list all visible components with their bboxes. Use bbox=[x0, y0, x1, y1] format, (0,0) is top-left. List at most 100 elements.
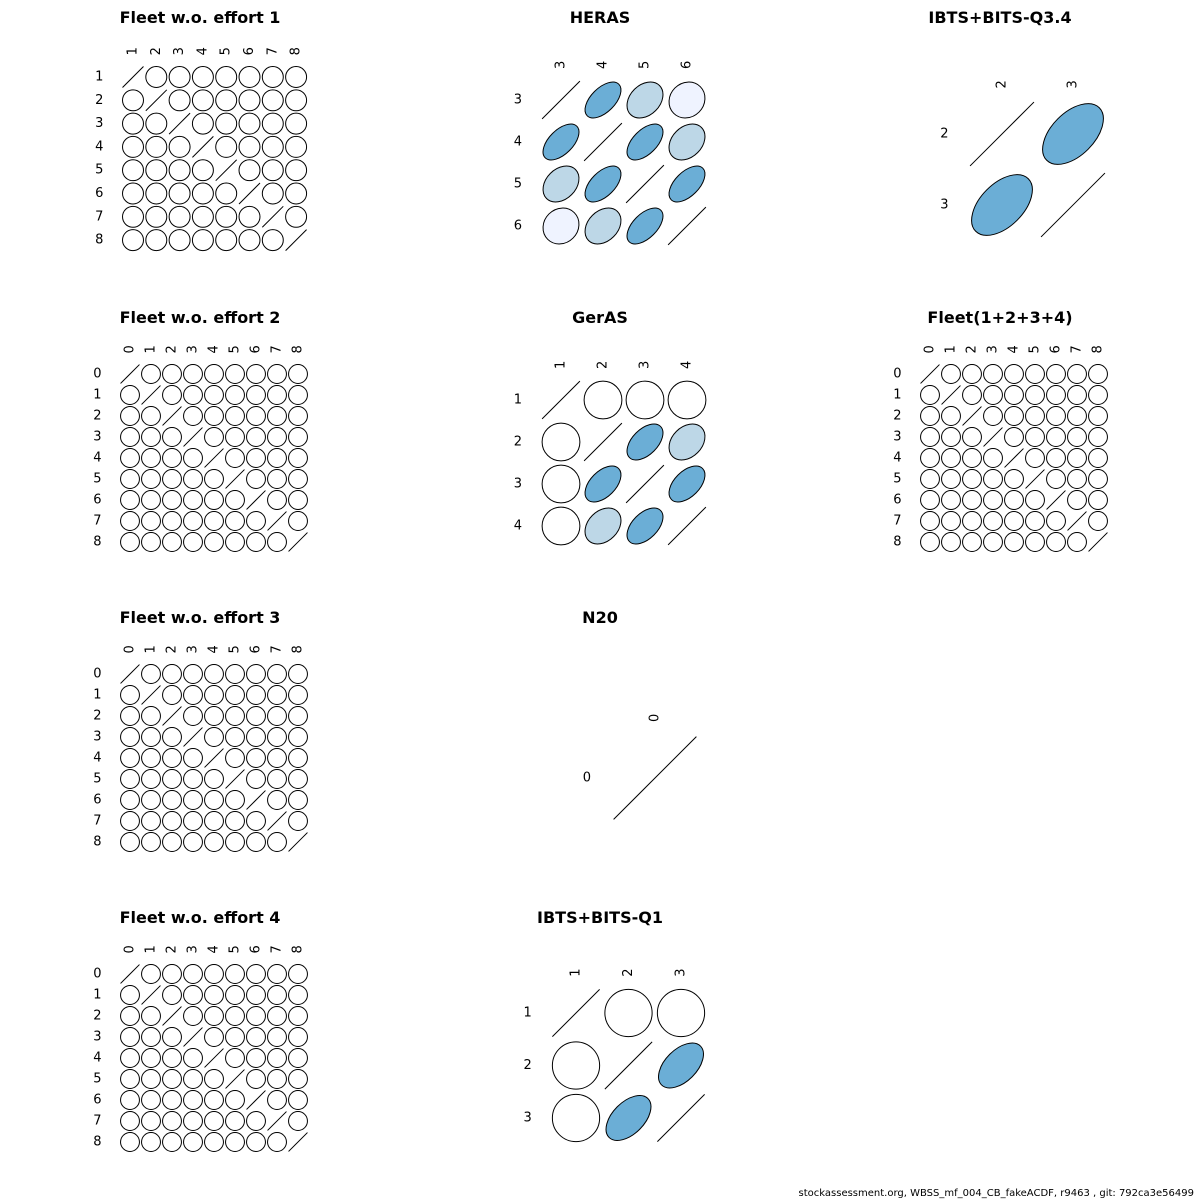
row-tick-label: 7 bbox=[93, 1114, 101, 1129]
correlation-ellipse bbox=[658, 1042, 704, 1089]
correlation-ellipse bbox=[920, 469, 940, 489]
correlation-ellipse bbox=[288, 985, 308, 1005]
diagonal-line bbox=[667, 206, 707, 246]
correlation-ellipse bbox=[225, 1090, 245, 1110]
row-tick-label: 0 bbox=[93, 367, 101, 382]
correlation-ellipse bbox=[288, 1111, 308, 1131]
correlation-ellipse bbox=[941, 532, 961, 552]
row-tick-label: 8 bbox=[95, 233, 103, 248]
col-tick-label: 2 bbox=[149, 47, 164, 55]
correlation-ellipse bbox=[120, 406, 140, 426]
correlation-ellipse bbox=[267, 685, 287, 705]
col-tick-label: 4 bbox=[1007, 345, 1022, 353]
correlation-ellipse bbox=[162, 385, 182, 405]
row-tick-label: 8 bbox=[93, 535, 101, 550]
correlation-ellipse bbox=[261, 159, 284, 182]
row-tick-label: 5 bbox=[95, 163, 103, 178]
correlation-ellipse bbox=[204, 1132, 224, 1152]
correlation-ellipse bbox=[584, 465, 622, 503]
correlation-ellipse bbox=[267, 1006, 287, 1026]
correlation-ellipse bbox=[962, 532, 982, 552]
correlation-ellipse bbox=[162, 427, 182, 447]
row-tick-label: 4 bbox=[93, 1051, 101, 1066]
correlation-ellipse bbox=[120, 511, 140, 531]
row-tick-label: 2 bbox=[95, 93, 103, 108]
correlation-ellipse bbox=[551, 1041, 601, 1090]
correlation-ellipse bbox=[267, 1048, 287, 1068]
correlation-ellipse bbox=[941, 469, 961, 489]
correlation-ellipse bbox=[246, 364, 266, 384]
row-tick-label: 3 bbox=[93, 1030, 101, 1045]
diagonal-line bbox=[225, 469, 245, 489]
col-tick-label: 4 bbox=[207, 945, 222, 953]
correlation-ellipse bbox=[267, 406, 287, 426]
correlation-ellipse bbox=[246, 1111, 266, 1131]
correlation-ellipse bbox=[920, 385, 940, 405]
diagonal-line bbox=[238, 182, 261, 205]
correlation-ellipse bbox=[1025, 406, 1045, 426]
correlation-ellipse bbox=[238, 66, 261, 88]
row-tick-label: 0 bbox=[583, 771, 591, 786]
correlation-ellipse bbox=[183, 1132, 203, 1152]
correlation-ellipse bbox=[1067, 532, 1087, 552]
correlation-ellipse bbox=[668, 465, 706, 503]
correlation-ellipse bbox=[120, 685, 140, 705]
correlation-ellipse bbox=[122, 205, 144, 228]
diagonal-line bbox=[969, 101, 1035, 167]
correlation-ellipse bbox=[1004, 364, 1024, 384]
col-tick-label: 3 bbox=[172, 47, 187, 55]
diagonal-line bbox=[215, 159, 238, 182]
correlation-ellipse bbox=[225, 706, 245, 726]
correlation-ellipse bbox=[288, 769, 308, 789]
correlation-ellipse bbox=[667, 380, 707, 420]
correlation-ellipse bbox=[204, 469, 224, 489]
correlation-ellipse bbox=[183, 811, 203, 831]
correlation-ellipse bbox=[204, 511, 224, 531]
col-tick-label: 5 bbox=[638, 61, 653, 69]
correlation-ellipse bbox=[120, 1069, 140, 1089]
correlation-ellipse bbox=[267, 532, 287, 552]
correlation-ellipse bbox=[204, 1006, 224, 1026]
correlation-ellipse bbox=[584, 81, 622, 119]
correlation-ellipse bbox=[288, 811, 308, 831]
correlation-ellipse bbox=[1046, 511, 1066, 531]
correlation-ellipse bbox=[162, 769, 182, 789]
correlation-ellipse bbox=[288, 685, 308, 705]
correlation-ellipse bbox=[162, 469, 182, 489]
correlation-ellipse bbox=[1088, 469, 1108, 489]
correlation-ellipse bbox=[246, 748, 266, 768]
correlation-ellipse bbox=[1046, 406, 1066, 426]
correlation-ellipse bbox=[215, 229, 238, 252]
correlation-ellipse bbox=[191, 89, 214, 112]
correlation-ellipse bbox=[1025, 490, 1045, 510]
correlation-ellipse bbox=[541, 464, 581, 504]
correlation-ellipse bbox=[267, 664, 287, 684]
correlation-ellipse bbox=[246, 769, 266, 789]
correlation-ellipse bbox=[162, 1132, 182, 1152]
diagonal-line bbox=[204, 448, 224, 468]
correlation-ellipse bbox=[215, 66, 238, 88]
correlation-ellipse bbox=[1088, 406, 1108, 426]
diagonal-line bbox=[625, 464, 665, 504]
correlation-ellipse bbox=[122, 182, 144, 205]
correlation-ellipse bbox=[141, 748, 161, 768]
diagonal-line bbox=[552, 989, 600, 1037]
correlation-ellipse bbox=[267, 385, 287, 405]
correlation-ellipse bbox=[288, 664, 308, 684]
diagonal-line bbox=[183, 427, 203, 447]
correlation-ellipse bbox=[162, 727, 182, 747]
correlation-ellipse bbox=[141, 448, 161, 468]
correlation-ellipse bbox=[183, 748, 203, 768]
correlation-ellipse bbox=[288, 406, 308, 426]
row-tick-label: 5 bbox=[893, 472, 901, 487]
correlation-ellipse bbox=[626, 507, 664, 545]
row-tick-label: 8 bbox=[93, 835, 101, 850]
correlation-ellipse bbox=[183, 1006, 203, 1026]
correlation-ellipse bbox=[141, 406, 161, 426]
correlation-ellipse bbox=[551, 1093, 601, 1143]
correlation-ellipse bbox=[191, 229, 214, 252]
correlation-ellipse bbox=[122, 135, 144, 158]
correlation-ellipse bbox=[542, 165, 580, 203]
